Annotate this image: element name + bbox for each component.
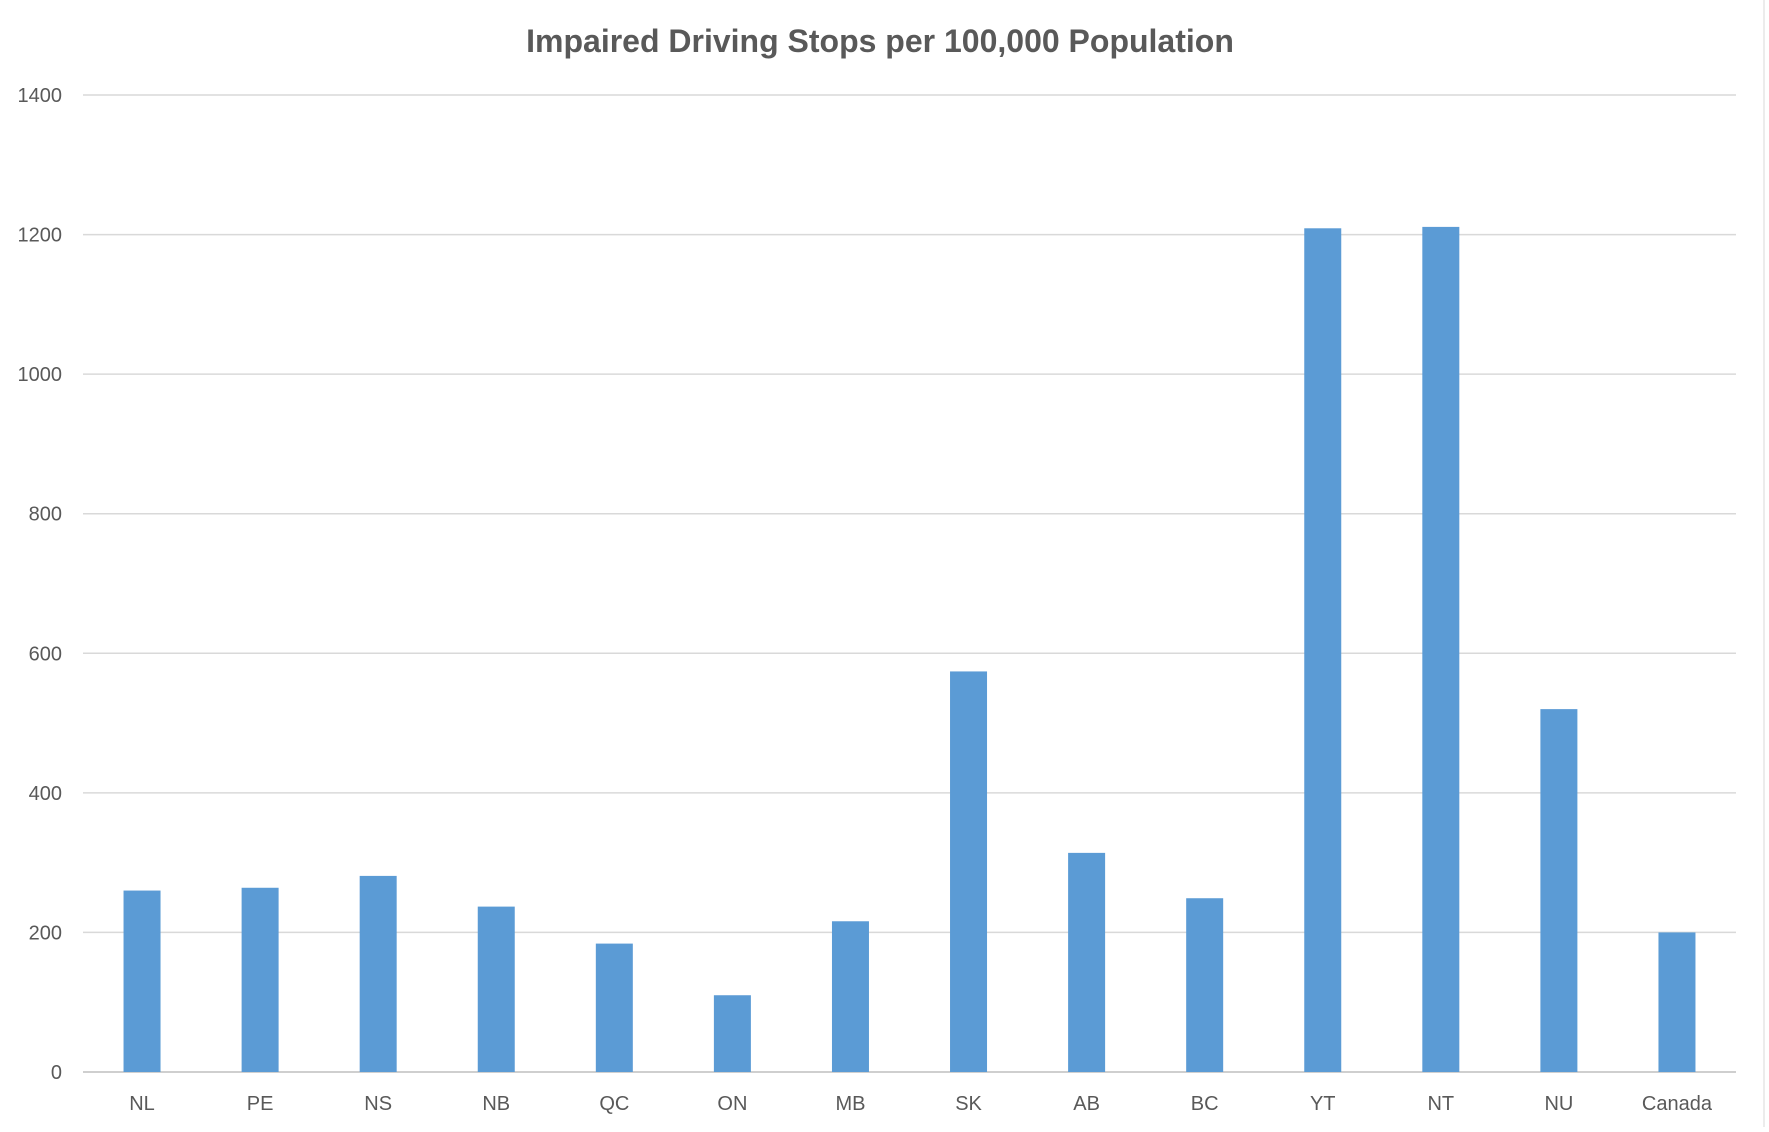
x-tick-label-qc: QC bbox=[599, 1093, 629, 1115]
y-tick-label: 1400 bbox=[18, 85, 63, 107]
x-tick-label-nu: NU bbox=[1544, 1093, 1573, 1115]
x-tick-label-yt: YT bbox=[1310, 1093, 1336, 1115]
bar-ab bbox=[1068, 852, 1106, 1072]
y-tick-label: 800 bbox=[29, 504, 62, 526]
y-tick-label: 600 bbox=[29, 643, 62, 665]
x-tick-label-bc: BC bbox=[1191, 1093, 1219, 1115]
bar-yt bbox=[1304, 228, 1342, 1072]
x-tick-label-nt: NT bbox=[1427, 1093, 1454, 1115]
y-tick-label: 1200 bbox=[18, 225, 63, 247]
x-tick-label-nl: NL bbox=[129, 1093, 155, 1115]
x-tick-label-mb: MB bbox=[835, 1093, 865, 1115]
bar-sk bbox=[950, 671, 988, 1072]
x-tick-label-ab: AB bbox=[1073, 1093, 1100, 1115]
bar-nb bbox=[477, 906, 515, 1072]
x-tick-label-sk: SK bbox=[955, 1093, 982, 1115]
bar-nt bbox=[1422, 226, 1460, 1072]
x-tick-label-on: ON bbox=[717, 1093, 747, 1115]
bar-qc bbox=[595, 943, 633, 1072]
x-axis-tick-labels: NL PE NS NB QC ON MB SK AB BC YT NT NU Canada bbox=[129, 1093, 1713, 1115]
bar-pe bbox=[241, 887, 279, 1072]
x-tick-label-ns: NS bbox=[364, 1093, 392, 1115]
bar-canada bbox=[1658, 932, 1696, 1072]
x-tick-label-nb: NB bbox=[482, 1093, 510, 1115]
bar-nu bbox=[1540, 709, 1578, 1072]
bar-ns bbox=[359, 875, 397, 1072]
bar-nl bbox=[123, 890, 161, 1072]
chart-title: Impaired Driving Stops per 100,000 Popul… bbox=[526, 23, 1234, 59]
bars bbox=[123, 226, 1696, 1072]
x-tick-label-pe: PE bbox=[247, 1093, 274, 1115]
bar-mb bbox=[831, 921, 869, 1072]
x-tick-label-canada: Canada bbox=[1642, 1093, 1713, 1115]
y-tick-label: 0 bbox=[51, 1062, 62, 1084]
gridlines bbox=[83, 94, 1736, 1073]
bar-bc bbox=[1186, 898, 1224, 1072]
y-axis-tick-labels: 0 200 400 600 800 1000 1200 1400 bbox=[18, 85, 63, 1084]
y-tick-label: 400 bbox=[29, 783, 62, 805]
y-tick-label: 200 bbox=[29, 922, 62, 944]
y-tick-label: 1000 bbox=[18, 364, 63, 386]
bar-on bbox=[713, 995, 751, 1072]
